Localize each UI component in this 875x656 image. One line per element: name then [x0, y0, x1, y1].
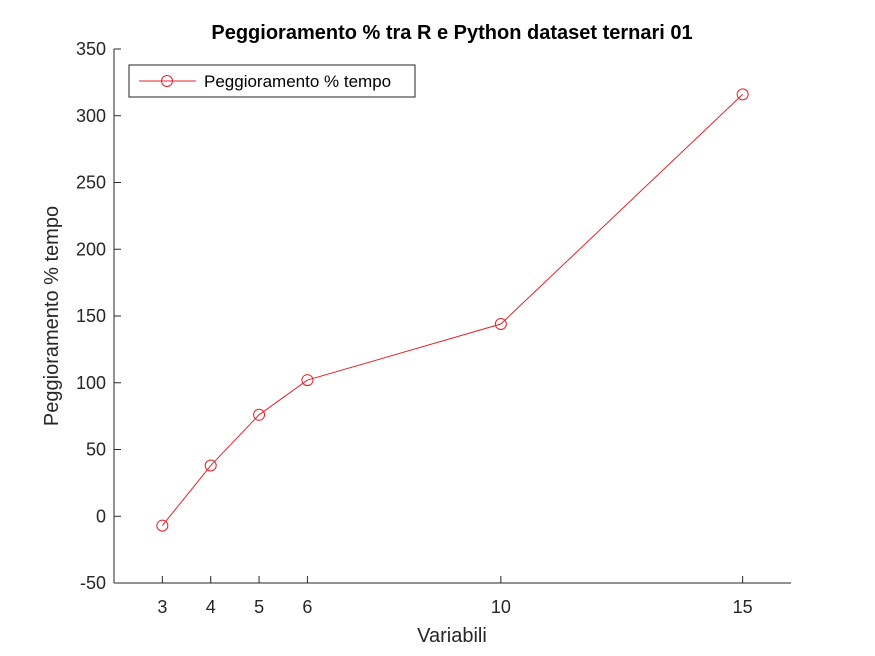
x-tick-label: 6 [302, 597, 312, 617]
data-point [736, 88, 749, 101]
y-tick-label: 200 [76, 239, 106, 259]
y-tick-label: 150 [76, 306, 106, 326]
data-point [156, 519, 169, 532]
axes: -50 0 50 100 150 200 250 300 350 3 4 5 6 10 15 [76, 39, 791, 617]
y-tick-label: 0 [96, 506, 106, 526]
y-axis-label: Peggioramento % tempo [41, 206, 63, 426]
y-tick-label: 100 [76, 373, 106, 393]
plot-area [156, 88, 749, 532]
data-point [494, 318, 507, 331]
x-tick-label: 15 [733, 597, 753, 617]
y-tick-label: 250 [76, 173, 106, 193]
y-tick-label: 50 [86, 440, 106, 460]
legend-marker [161, 75, 173, 87]
y-tick-label: 300 [76, 106, 106, 126]
x-tick-label: 3 [157, 597, 167, 617]
series-line [161, 94, 743, 526]
data-point [204, 459, 217, 472]
x-axis-label: Variabili [417, 625, 487, 647]
x-tick-label: 5 [254, 597, 264, 617]
data-point [253, 408, 266, 421]
chart-title: Peggioramento % tra R e Python dataset t… [211, 22, 692, 44]
legend-label: Peggioramento % tempo [204, 72, 391, 91]
y-tick-label: -50 [80, 573, 106, 593]
legend: Peggioramento % tempo [128, 64, 416, 98]
y-tick-label: 350 [76, 39, 106, 59]
data-point [301, 374, 314, 387]
x-tick-label: 10 [491, 597, 511, 617]
x-tick-label: 4 [206, 597, 216, 617]
